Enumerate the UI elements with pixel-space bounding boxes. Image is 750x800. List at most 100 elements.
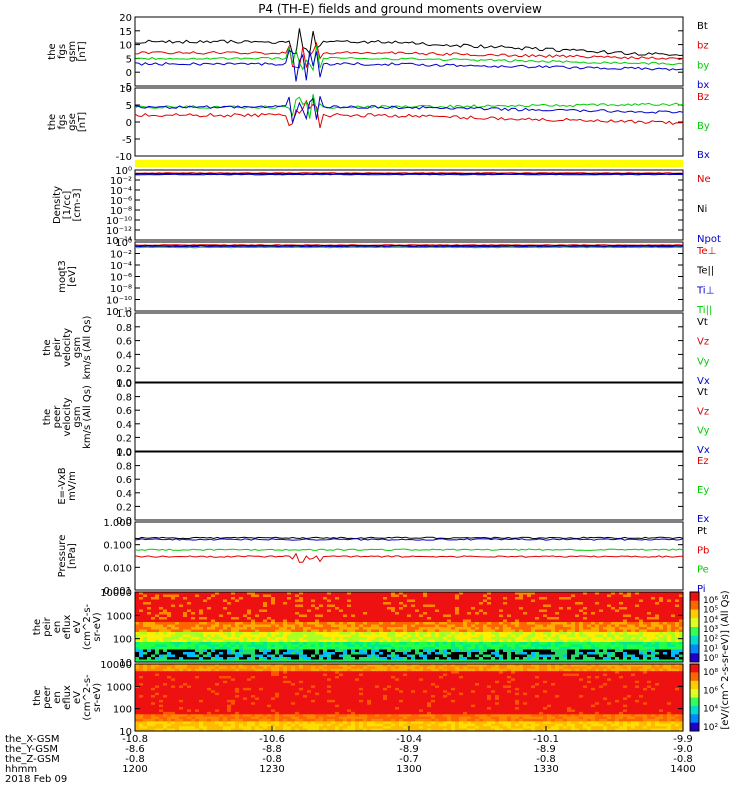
xaxis-row-label: the_Z-GSM	[5, 754, 60, 765]
peir_velocity-legend-red: Vz	[697, 337, 709, 348]
fgs_gsm-ytick-label: 20	[119, 13, 132, 24]
xaxis-tick-label: -8.9	[399, 744, 419, 755]
xaxis-row-label: the_X-GSM	[5, 734, 59, 745]
density-ytick-label: 10⁻¹⁰	[106, 216, 132, 227]
fgs_gse-ytick-label: 5	[126, 101, 132, 112]
fgs_gsm-legend-blue: bx	[697, 80, 709, 91]
xaxis-tick-label: -0.8	[262, 754, 282, 765]
xaxis-tick-label: 1230	[259, 764, 284, 775]
xaxis-tick-label: -0.8	[536, 754, 556, 765]
fgs_gsm-ylabel: [nT]	[77, 41, 88, 61]
temperature-legend-black: Te||	[696, 266, 714, 277]
xaxis-tick-label: -9.9	[673, 734, 693, 745]
xaxis-tick-label: -10.8	[122, 734, 148, 745]
peer_en_eflux-colorbar-segment	[690, 714, 699, 724]
peir_en_eflux-ytick-label: 10000	[100, 588, 132, 599]
temperature-legend-green: Ti||	[696, 305, 712, 316]
peir_en_eflux-colorbar-segment	[690, 653, 699, 663]
pressure-ytick-label: 0.100	[103, 541, 132, 552]
peer_en_eflux-colorbar-frame	[689, 663, 700, 732]
fgs_gsm-legend-black: Bt	[697, 21, 708, 32]
peir_velocity-legend-black: Vt	[697, 317, 708, 328]
pressure-series-green	[134, 548, 684, 552]
peir_en_eflux-colorbar-tick: 10⁶	[703, 596, 718, 606]
peer_velocity-ylabel: velocity	[62, 397, 73, 436]
xaxis-tick-label: 1330	[533, 764, 558, 775]
xaxis-row-label: the_Y-GSM	[5, 744, 58, 755]
peer_en_eflux-ylabel: eV	[72, 691, 83, 704]
fgs_gsm-ylabel: the	[47, 43, 58, 59]
density-legend-blue: Npot	[697, 234, 721, 245]
peer_velocity-ylabel: peer	[52, 405, 63, 429]
peir_en_eflux-ylabel: eflux	[62, 615, 73, 640]
density-legend-red: Ne	[697, 174, 711, 185]
density-ytick-label: 10⁻²	[110, 176, 132, 187]
pressure-ytick-label: 0.001	[103, 586, 132, 597]
xaxis-tick-label: -8.9	[536, 744, 556, 755]
fgs_gsm-ylabel: fgs	[57, 44, 68, 59]
peir_velocity-frame	[134, 312, 684, 383]
fgs_gse-series-red	[134, 99, 684, 129]
peer_en_eflux-colorbar-segment	[690, 705, 699, 715]
peir_en_eflux-colorbar-tick: 10²	[703, 635, 718, 645]
density-ylabel: Density	[52, 186, 63, 224]
peer_en_eflux-ylabel: the	[32, 689, 43, 705]
temperature-series-red	[134, 244, 684, 246]
fgs_gsm-ytick-label: 10	[119, 41, 132, 52]
fgs_gse-ylabel: fgs	[57, 114, 68, 129]
efield-frame	[134, 451, 684, 521]
density-frame	[134, 169, 684, 241]
xaxis-row-label: hhmm	[5, 764, 37, 775]
peer_velocity-legend-blue: Vx	[697, 445, 710, 456]
density-ytick-label: 10⁻¹⁴	[106, 236, 132, 247]
peir_en_eflux-colorbar-tick: 10⁰	[703, 654, 718, 664]
fgs_gse-series-green	[134, 94, 684, 119]
xaxis-tick-label: 1400	[670, 764, 695, 775]
peer_en_eflux-colorbar-tick: 10²	[703, 723, 718, 733]
peir_velocity-ylabel: km/s (All Qs)	[82, 316, 93, 380]
peir_velocity-ylabel: peir	[52, 337, 63, 357]
peir_velocity-ylabel: velocity	[62, 328, 73, 367]
density-legend-black: Ni	[697, 204, 707, 215]
peir_velocity-ytick-label: 0.2	[116, 364, 132, 375]
fgs_gsm-series-green	[134, 45, 684, 72]
peer_en_eflux-colorbar-segment	[690, 664, 699, 673]
efield-ytick-label: 1.0	[116, 448, 132, 459]
peer_velocity-ytick-label: 1.0	[116, 379, 132, 390]
temperature-ytick-label: 10⁻²	[110, 250, 132, 261]
peer_velocity-ylabel: km/s (All Qs)	[82, 385, 93, 449]
peir_en_eflux-ylabel: sr-eV)	[92, 612, 103, 641]
xaxis-tick-label: -8.6	[125, 744, 145, 755]
xaxis-tick-label: -8.8	[262, 744, 282, 755]
peir_velocity-legend-green: Vy	[697, 356, 710, 367]
fgs_gse-ytick-label: 0	[126, 118, 132, 129]
peer_velocity-ytick-label: 0.2	[116, 433, 132, 444]
pressure-series-red	[134, 552, 684, 563]
colorbar-label: [eV/(cm^2-s-sr-eV)] (All Qs)	[720, 590, 731, 729]
peer_velocity-ylabel: gsm	[72, 406, 83, 427]
temperature-ytick-label: 10⁻⁸	[110, 284, 132, 295]
peir_en_eflux-ylabel: peir	[42, 616, 53, 636]
fgs_gsm-ytick-label: -5	[122, 82, 132, 93]
peer_en_eflux-ytick-label: 10	[119, 727, 132, 738]
peer_en_eflux-ylabel: en	[52, 691, 63, 704]
efield-legend-green: Ey	[697, 485, 709, 496]
peer_en_eflux-ylabel: eflux	[62, 685, 73, 710]
temperature-series-black	[134, 244, 684, 247]
peir_en_eflux-ylabel: (cm^2-s-	[82, 603, 93, 650]
peer_en_eflux-colorbar-tick: 10⁶	[703, 686, 718, 696]
peer_velocity-legend-green: Vy	[697, 426, 710, 437]
peer_en_eflux-spectrogram	[135, 664, 684, 732]
xaxis-tick-label: -0.8	[125, 754, 145, 765]
peir_en_eflux-colorbar-segment	[690, 600, 699, 610]
efield-ylabel: mV/m	[67, 471, 78, 501]
peir_en_eflux-frame	[134, 591, 684, 663]
xaxis-tick-label: -10.6	[259, 734, 285, 745]
peer_en_eflux-ylabel: (cm^2-s-	[82, 674, 93, 721]
temperature-ytick-label: 10⁰	[115, 238, 132, 249]
peer_en_eflux-colorbar-segment	[690, 680, 699, 690]
efield-legend-blue: Ex	[697, 514, 709, 525]
peer_velocity-ytick-label: 0.8	[116, 393, 132, 404]
density-series-black	[134, 172, 684, 175]
